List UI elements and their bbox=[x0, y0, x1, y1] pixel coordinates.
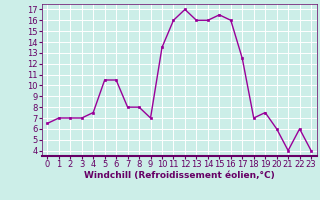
X-axis label: Windchill (Refroidissement éolien,°C): Windchill (Refroidissement éolien,°C) bbox=[84, 171, 275, 180]
